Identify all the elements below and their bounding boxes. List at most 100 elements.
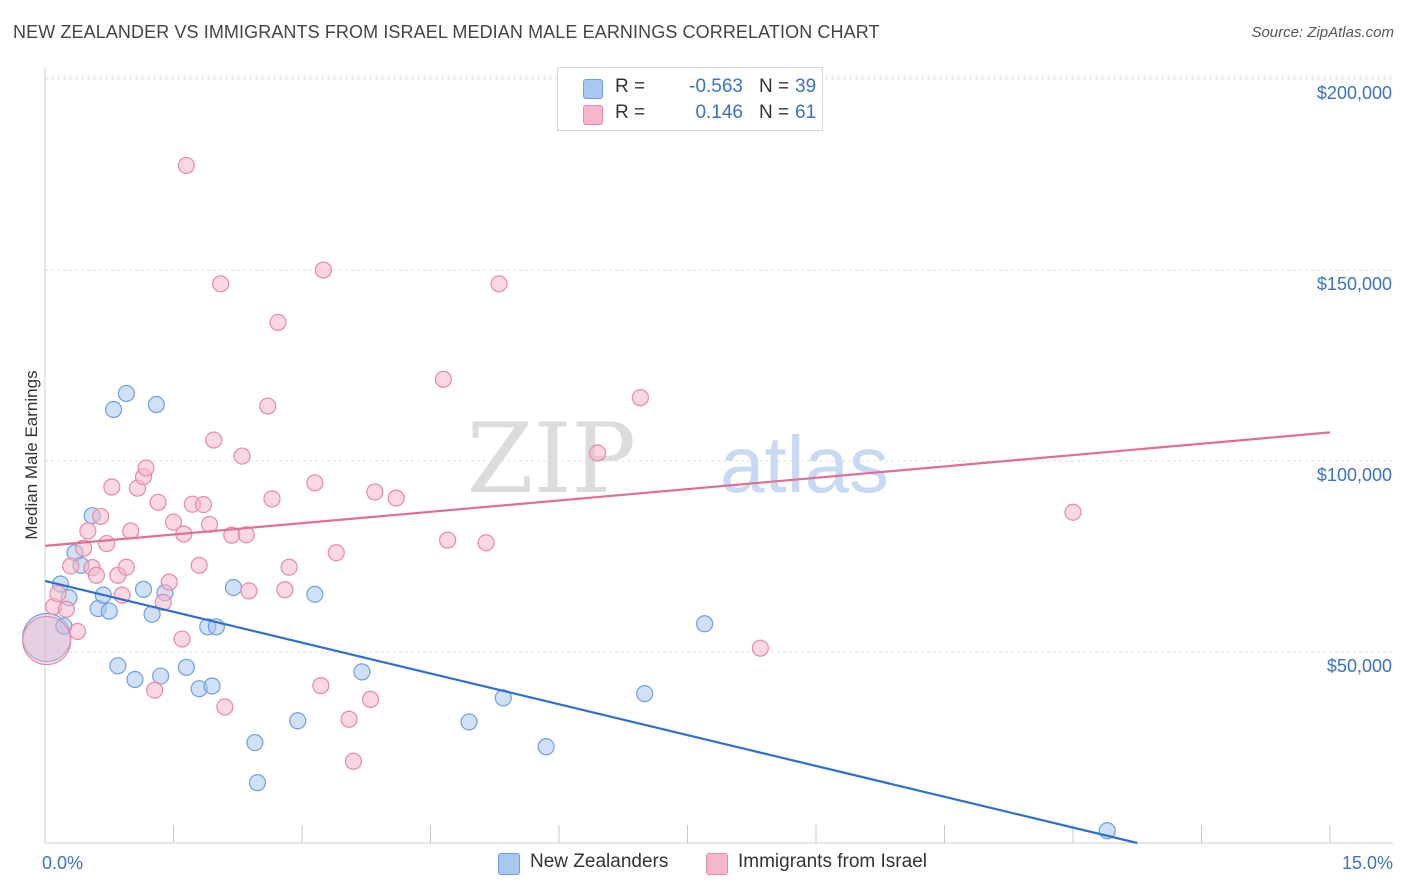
point-israel: [490, 275, 508, 293]
point-israel: [103, 478, 121, 496]
point-israel: [263, 490, 281, 508]
legend: R = -0.563 N = 39 R = 0.146 N = 61: [557, 67, 823, 131]
watermark-atlas: atlas: [720, 420, 889, 509]
point-new-zealanders: [246, 733, 264, 752]
legend-n-label: N =: [759, 76, 790, 97]
point-israel: [306, 474, 324, 492]
point-israel: [312, 677, 330, 695]
grid: [45, 76, 1393, 653]
point-new-zealanders: [109, 657, 127, 675]
watermark: ZIP atlas: [467, 403, 889, 515]
legend-swatch-pink: [583, 105, 603, 125]
point-new-zealanders: [460, 713, 478, 731]
point-new-zealanders: [126, 670, 144, 689]
point-israel: [190, 556, 208, 574]
point-israel: [205, 431, 223, 449]
point-israel: [366, 483, 384, 501]
legend-r-value: 0.146: [695, 102, 743, 123]
trend-line-new-zealanders: [44, 579, 1138, 845]
point-israel: [87, 566, 106, 584]
point-new-zealanders: [537, 738, 555, 756]
axes: [44, 68, 1393, 844]
y-tick-label: $100,000: [1317, 465, 1392, 485]
y-tick-label: $200,000: [1317, 83, 1392, 103]
trend-line-israel: [44, 431, 1331, 547]
point-israel: [237, 526, 255, 544]
point-israel: [68, 622, 87, 640]
point-israel: [117, 558, 135, 576]
point-israel: [269, 313, 287, 332]
point-israel: [477, 534, 495, 552]
bottom-legend-label: Immigrants from Israel: [738, 851, 927, 872]
point-new-zealanders: [117, 384, 135, 403]
point-new-zealanders: [248, 774, 267, 792]
point-israel: [57, 600, 76, 618]
legend-n-label: N =: [759, 102, 790, 123]
point-new-zealanders: [353, 663, 371, 681]
x-tick-label: 0.0%: [42, 853, 83, 873]
point-israel: [137, 459, 155, 477]
point-israel: [149, 493, 167, 511]
point-israel: [588, 444, 607, 462]
point-new-zealanders: [224, 578, 243, 597]
point-israel: [1064, 503, 1082, 521]
point-israel: [79, 522, 97, 540]
point-israel: [98, 534, 116, 553]
point-israel: [146, 681, 164, 699]
point-israel: [49, 584, 67, 603]
point-israel: [92, 507, 110, 526]
x-tick-labels: 0.0% 15.0%: [42, 853, 1393, 873]
point-israel: [340, 710, 358, 728]
point-new-zealanders: [100, 602, 118, 620]
point-new-zealanders: [134, 580, 153, 598]
point-new-zealanders: [177, 658, 195, 676]
point-israel: [122, 522, 140, 540]
point-israel: [280, 558, 298, 576]
point-israel: [194, 495, 213, 514]
point-israel: [62, 557, 80, 575]
point-israel: [160, 573, 178, 591]
source-label: Source: ZipAtlas.com: [1251, 24, 1394, 41]
point-israel: [387, 489, 405, 507]
y-tick-label: $150,000: [1317, 274, 1392, 294]
chart-title: NEW ZEALANDER VS IMMIGRANTS FROM ISRAEL …: [13, 22, 880, 42]
point-israel: [276, 581, 294, 599]
point-israel: [434, 370, 452, 388]
legend-r-value: -0.563: [689, 76, 743, 97]
y-axis-title: Median Male Earnings: [22, 370, 41, 539]
point-israel: [344, 752, 362, 770]
y-tick-label: $50,000: [1327, 656, 1392, 676]
y-tick-labels: $50,000 $100,000 $150,000 $200,000: [1317, 83, 1392, 676]
legend-swatch-blue: [583, 79, 603, 99]
bottom-legend-swatch-blue: [498, 853, 520, 875]
point-israel: [216, 698, 234, 716]
point-israel: [327, 544, 345, 562]
point-new-zealanders: [636, 685, 654, 703]
data-points: [22, 156, 1116, 840]
point-israel: [200, 515, 219, 534]
x-tick-label: 15.0%: [1342, 853, 1393, 873]
point-new-zealanders: [147, 395, 165, 414]
point-new-zealanders: [306, 585, 324, 603]
legend-r-label: R =: [615, 76, 646, 97]
point-new-zealanders: [289, 712, 307, 730]
point-israel: [240, 582, 258, 600]
point-new-zealanders: [104, 400, 123, 419]
point-israel: [164, 513, 183, 531]
point-israel: [233, 447, 251, 465]
point-new-zealanders: [203, 677, 221, 695]
point-israel: [259, 397, 277, 415]
point-israel: [212, 275, 230, 293]
point-israel: [22, 615, 72, 666]
point-israel: [74, 539, 93, 557]
point-israel: [177, 156, 195, 175]
bottom-legend-swatch-pink: [706, 853, 728, 875]
legend-r-label: R =: [615, 102, 646, 123]
point-israel: [631, 389, 649, 407]
point-new-zealanders: [696, 615, 714, 633]
point-israel: [751, 639, 769, 657]
legend-n-value: 61: [795, 102, 817, 123]
trend-lines: [44, 431, 1331, 845]
watermark-zip: ZIP: [467, 403, 636, 515]
